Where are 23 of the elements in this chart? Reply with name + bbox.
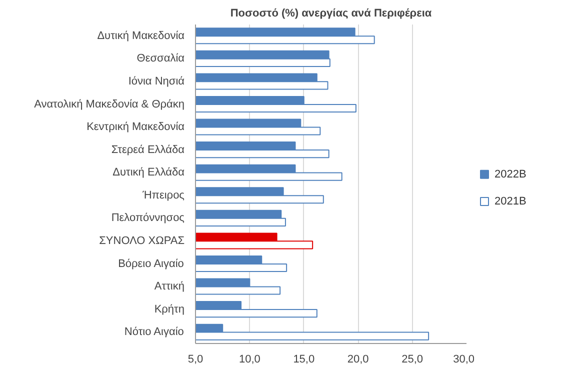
y-tick-label: Ήπειρος bbox=[142, 189, 185, 202]
y-tick-label: Νότιο Αιγαίο bbox=[124, 326, 184, 338]
x-tick-label: 25,0 bbox=[402, 354, 424, 366]
y-tick-label: Κεντρική Μακεδονία bbox=[86, 121, 186, 134]
y-tick-label: Ιόνια Νησιά bbox=[128, 75, 186, 88]
y-tick-label: Βόρειο Αιγαίο bbox=[118, 258, 184, 270]
chart-title: Ποσοστό (%) ανεργίας ανά Περιφέρεια bbox=[230, 8, 432, 20]
x-tick-label: 15,0 bbox=[293, 354, 315, 366]
x-tick-label: 10,0 bbox=[238, 354, 260, 366]
y-tick-label: Δυτική Ελλάδα bbox=[112, 166, 186, 179]
x-tick-label: 20,0 bbox=[347, 354, 369, 366]
x-tick-label: 5,0 bbox=[188, 354, 204, 366]
y-tick-label: Δυτική Μακεδονία bbox=[97, 30, 186, 42]
y-tick-label: ΣΥΝΟΛΟ ΧΩΡΑΣ bbox=[99, 234, 185, 247]
x-tick-label: 30,0 bbox=[453, 354, 475, 366]
legend-label: 2022Β bbox=[494, 168, 526, 180]
y-tick-label: Αττική bbox=[154, 280, 185, 293]
y-tick-label: Κρήτη bbox=[154, 303, 185, 316]
y-tick-label: Στερεά Ελλάδα bbox=[111, 144, 186, 156]
y-tick-label: Ανατολική Μακεδονία & Θράκη bbox=[34, 98, 185, 110]
legend-label: 2021Β bbox=[494, 196, 526, 208]
y-tick-label: Πελοπόννησος bbox=[111, 212, 185, 224]
y-tick-label: Θεσσαλία bbox=[136, 52, 186, 65]
